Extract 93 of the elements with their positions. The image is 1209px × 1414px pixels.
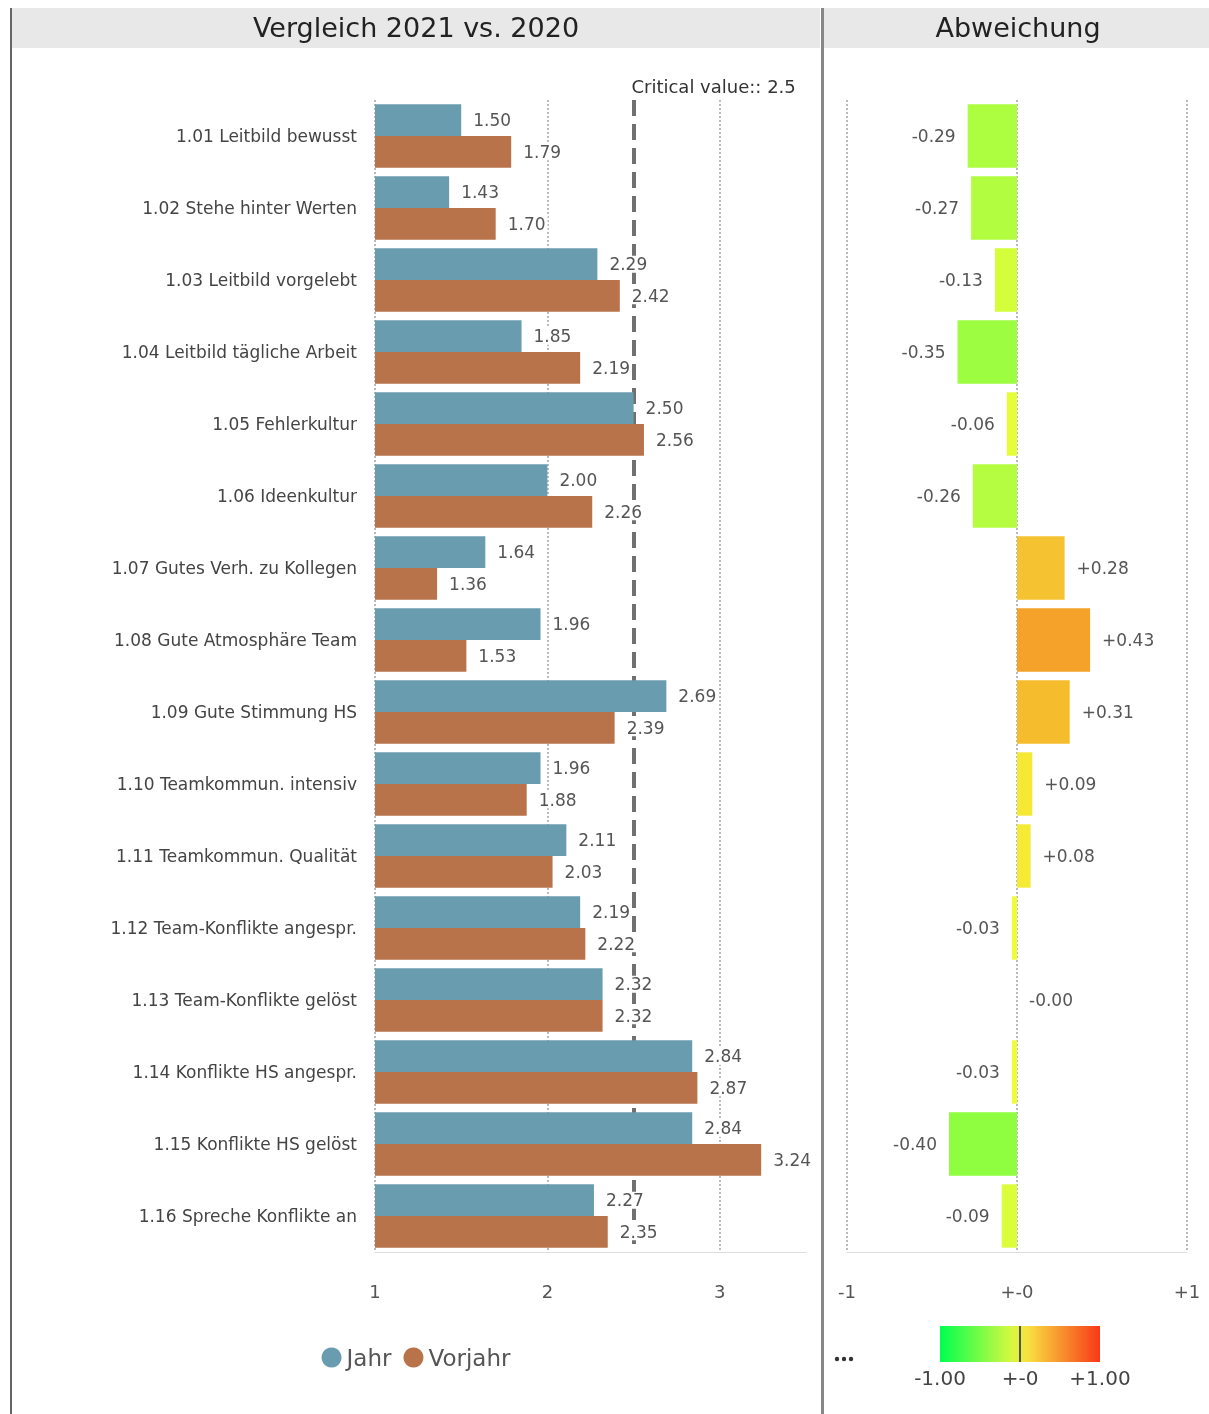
- data-label: 3.24: [773, 1149, 812, 1170]
- data-label: +0.28: [1076, 558, 1129, 578]
- data-label: -0.13: [938, 270, 983, 290]
- color-bar-label: -1.00: [914, 1366, 966, 1390]
- y-tick-label: 1.07 Gutes Verh. zu Kollegen: [111, 558, 357, 578]
- data-label: 2.84: [704, 1046, 743, 1067]
- data-label: 2.00: [559, 470, 598, 491]
- data-label: 1.85: [533, 326, 572, 347]
- bar: [1017, 824, 1031, 888]
- data-label: -0.03: [955, 1062, 1000, 1082]
- chart-title: Abweichung: [824, 8, 1209, 48]
- ref-line-label: Critical value:: 2.5: [631, 75, 796, 97]
- x-tick-label: -1: [838, 1280, 856, 1302]
- data-label: +0.31: [1081, 702, 1134, 722]
- bar: [994, 248, 1017, 312]
- bar: [1006, 392, 1017, 456]
- data-label: 2.11: [578, 830, 617, 851]
- data-label: 1.96: [552, 758, 591, 779]
- data-label: 2.03: [564, 861, 603, 882]
- data-label: 2.35: [619, 1221, 658, 1242]
- data-label: 2.50: [645, 398, 684, 419]
- data-label: 1.50: [473, 110, 512, 131]
- data-label: 2.87: [709, 1077, 748, 1098]
- x-tick-label: 3: [714, 1280, 726, 1302]
- data-label: -0.35: [901, 342, 946, 362]
- y-tick-label: 1.10 Teamkommun. intensiv: [116, 774, 357, 794]
- data-label: 2.32: [614, 1005, 653, 1026]
- bar: [971, 176, 1017, 240]
- data-label: +0.08: [1042, 846, 1095, 866]
- data-label: 1.53: [478, 645, 517, 666]
- y-tick-label: 1.11 Teamkommun. Qualität: [115, 846, 358, 866]
- data-label: 2.29: [609, 254, 648, 275]
- bar: [967, 104, 1017, 168]
- y-tick-label: 1.09 Gute Stimmung HS: [150, 702, 357, 722]
- data-label: 2.19: [592, 902, 631, 923]
- y-tick-label: 1.14 Konflikte HS angespr.: [132, 1062, 357, 1082]
- data-label: 2.39: [626, 717, 665, 738]
- x-tick-label: 2: [541, 1280, 554, 1302]
- color-bar-label: +1.00: [1069, 1366, 1131, 1390]
- data-label: -0.40: [893, 1134, 937, 1154]
- data-label: 2.27: [605, 1190, 644, 1211]
- legend-label: Vorjahr: [428, 1344, 511, 1371]
- bar: [972, 464, 1017, 528]
- data-label: 1.96: [552, 614, 591, 635]
- bar: [1011, 1040, 1017, 1104]
- y-tick-label: 1.15 Konflikte HS gelöst: [153, 1134, 358, 1154]
- data-label: 1.64: [497, 542, 536, 563]
- data-label: 1.79: [523, 141, 562, 162]
- chart-title: Vergleich 2021 vs. 2020: [12, 8, 820, 48]
- bar: [957, 320, 1017, 384]
- data-label: 2.22: [597, 933, 636, 954]
- data-label: +0.09: [1044, 774, 1097, 794]
- x-tick-label: +-0: [1000, 1280, 1034, 1302]
- data-label: -0.27: [915, 198, 960, 218]
- data-label: 2.32: [614, 974, 653, 995]
- y-tick-label: 1.05 Fehlerkultur: [212, 414, 357, 434]
- bar: [1017, 536, 1065, 600]
- data-label: +0.43: [1102, 630, 1155, 650]
- y-tick-label: 1.06 Ideenkultur: [216, 486, 357, 506]
- bar: [1017, 680, 1070, 744]
- color-bar-label: +-0: [1001, 1366, 1039, 1390]
- data-label: -0.06: [950, 414, 995, 434]
- bar: [949, 1112, 1017, 1176]
- data-label: 1.36: [449, 573, 487, 594]
- data-label: 1.70: [507, 213, 546, 234]
- data-label: 2.69: [678, 686, 717, 707]
- y-tick-label: 1.02 Stehe hinter Werten: [142, 198, 357, 218]
- data-label: -0.26: [916, 486, 961, 506]
- y-tick-label: 1.16 Spreche Konflikte an: [138, 1206, 357, 1226]
- bar: [1011, 896, 1017, 960]
- x-tick-label: +1: [1173, 1280, 1201, 1302]
- y-tick-label: 1.01 Leitbild bewusst: [175, 126, 358, 146]
- y-tick-label: 1.12 Team-Konflikte angespr.: [110, 918, 357, 938]
- legend-label: Jahr: [344, 1344, 392, 1371]
- data-label: 2.56: [655, 429, 694, 450]
- x-tick-label: 1: [369, 1280, 381, 1302]
- data-label: -0.09: [945, 1206, 990, 1226]
- data-label: -0.00: [1029, 990, 1073, 1010]
- data-label: 1.43: [461, 182, 499, 203]
- data-label: 2.84: [704, 1118, 743, 1139]
- y-tick-label: 1.08 Gute Atmosphäre Team: [114, 630, 357, 650]
- bar: [1001, 1184, 1017, 1248]
- data-label: 2.19: [592, 357, 631, 378]
- y-tick-label: 1.04 Leitbild tägliche Arbeit: [121, 342, 358, 362]
- bar: [1017, 608, 1091, 672]
- data-label: 1.88: [538, 789, 577, 810]
- y-tick-label: 1.13 Team-Konflikte gelöst: [131, 990, 358, 1010]
- y-tick-label: 1.03 Leitbild vorgelebt: [165, 270, 358, 290]
- bar: [1017, 752, 1033, 816]
- data-label: 2.42: [631, 285, 670, 306]
- data-label: -0.03: [955, 918, 1000, 938]
- data-label: 2.26: [604, 501, 643, 522]
- data-label: -0.29: [911, 126, 956, 146]
